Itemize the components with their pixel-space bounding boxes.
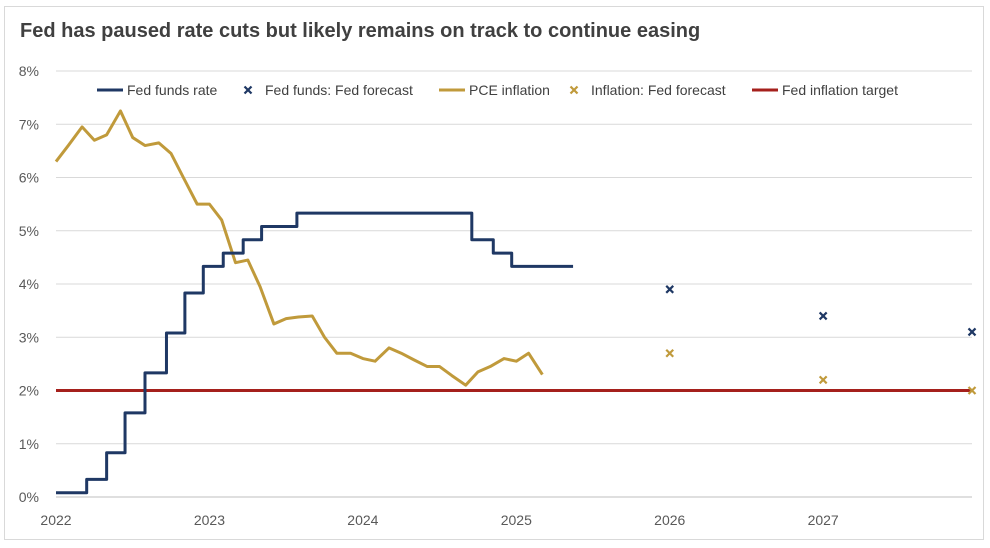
inflation-fed-forecast-point bbox=[665, 348, 675, 358]
marker-stroke bbox=[665, 348, 675, 358]
y-tick-label: 5% bbox=[19, 223, 39, 239]
series-layer bbox=[54, 109, 977, 495]
legend-label: PCE inflation bbox=[469, 82, 550, 98]
legend-marker bbox=[243, 85, 253, 95]
pce-inflation-line bbox=[54, 109, 544, 387]
legend-item: Fed funds rate bbox=[97, 82, 217, 98]
fed-funds-fed-forecast-point bbox=[967, 327, 977, 337]
marker-stroke bbox=[243, 85, 253, 95]
y-tick-label: 6% bbox=[19, 170, 39, 186]
legend-label: Fed inflation target bbox=[782, 82, 898, 98]
x-tick-label: 2023 bbox=[194, 512, 225, 528]
marker-stroke bbox=[967, 386, 977, 395]
legend-label: Fed funds rate bbox=[127, 82, 217, 98]
legend-label: Inflation: Fed forecast bbox=[591, 82, 726, 98]
marker-stroke bbox=[818, 311, 828, 321]
inflation-fed-forecast-point bbox=[818, 375, 828, 385]
marker-stroke bbox=[569, 85, 579, 95]
y-tick-label: 3% bbox=[19, 329, 39, 345]
y-axis-ticks: 0% 1% 2% 3% 4% 5% 6% 7% 8% bbox=[19, 63, 39, 505]
legend-item: PCE inflation bbox=[439, 82, 550, 98]
y-tick-label: 4% bbox=[19, 276, 39, 292]
legend-marker bbox=[569, 85, 579, 95]
legend-item: Inflation: Fed forecast bbox=[569, 82, 726, 98]
legend: Fed funds rate Fed funds: Fed forecast PCE… bbox=[97, 82, 898, 98]
inflation-fed-forecast-point bbox=[967, 386, 977, 395]
x-axis-ticks: 2022 2023 2024 2025 2026 2027 bbox=[40, 512, 839, 528]
fed-funds-rate-line bbox=[56, 211, 574, 495]
chart-title: Fed has paused rate cuts but likely rema… bbox=[20, 20, 701, 42]
x-tick-label: 2026 bbox=[654, 512, 685, 528]
y-tick-label: 2% bbox=[19, 383, 39, 399]
legend-item: Fed funds: Fed forecast bbox=[243, 82, 413, 98]
marker-stroke bbox=[665, 285, 675, 294]
marker-stroke bbox=[818, 375, 828, 385]
x-tick-label: 2025 bbox=[501, 512, 532, 528]
x-tick-label: 2024 bbox=[347, 512, 378, 528]
marker-stroke bbox=[967, 327, 977, 337]
gridlines bbox=[56, 70, 972, 498]
fed-funds-fed-forecast-point bbox=[665, 285, 675, 294]
y-tick-label: 7% bbox=[19, 116, 39, 132]
legend-label: Fed funds: Fed forecast bbox=[265, 82, 413, 98]
x-tick-label: 2027 bbox=[808, 512, 839, 528]
x-tick-label: 2022 bbox=[40, 512, 71, 528]
y-tick-label: 1% bbox=[19, 436, 39, 452]
fed-funds-fed-forecast-point bbox=[818, 311, 828, 321]
legend-item: Fed inflation target bbox=[752, 82, 898, 98]
y-tick-label: 0% bbox=[19, 489, 39, 505]
y-tick-label: 8% bbox=[19, 63, 39, 79]
chart-frame bbox=[4, 6, 984, 540]
